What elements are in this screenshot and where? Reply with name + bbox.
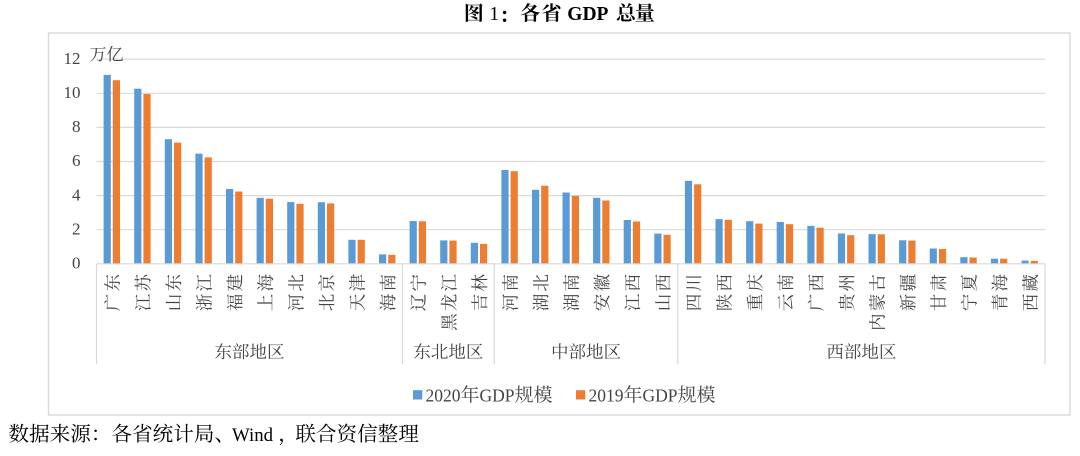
svg-text:2020: 2020 <box>426 385 461 405</box>
svg-text:GDP: GDP <box>480 385 515 405</box>
svg-text:12: 12 <box>64 49 81 68</box>
svg-text:GDP: GDP <box>567 4 608 25</box>
svg-text:Wind: Wind <box>232 425 274 446</box>
svg-text:10: 10 <box>64 83 81 102</box>
svg-text:8: 8 <box>72 117 81 136</box>
svg-text:GDP: GDP <box>643 385 678 405</box>
svg-text:2019: 2019 <box>589 385 624 405</box>
svg-text:1: 1 <box>489 4 499 25</box>
svg-text:6: 6 <box>72 151 81 170</box>
svg-text:2: 2 <box>72 219 81 238</box>
svg-text:4: 4 <box>72 185 81 204</box>
svg-text:0: 0 <box>72 254 81 273</box>
